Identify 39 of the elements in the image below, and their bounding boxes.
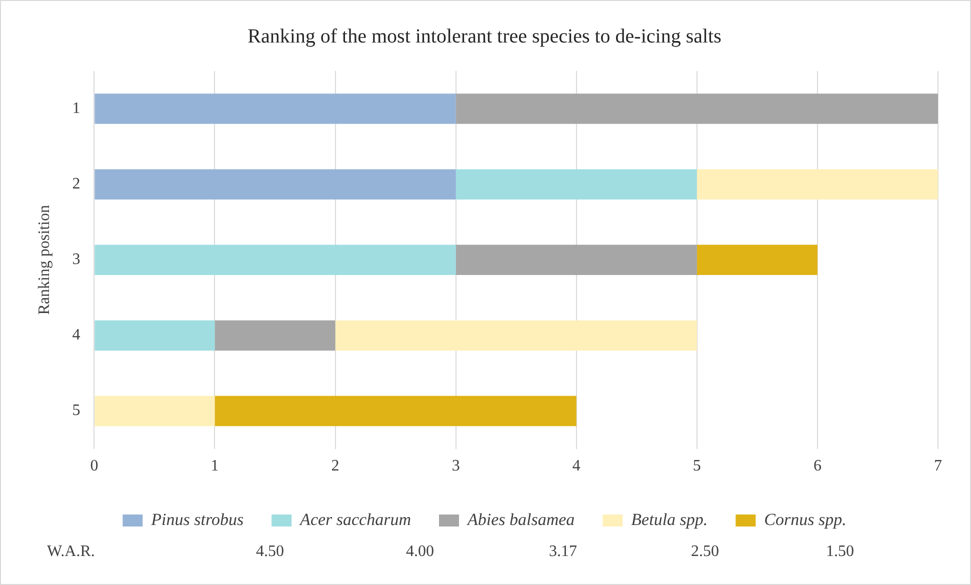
bar <box>94 244 456 276</box>
x-tick-label: 6 <box>813 458 822 475</box>
legend-label: Acer saccharum <box>299 510 412 529</box>
bar <box>456 244 697 276</box>
x-tick-label: 5 <box>692 458 701 475</box>
y-tick-label: 4 <box>72 326 80 344</box>
legend-label: Pinus strobus <box>150 510 244 529</box>
text: 1.50 <box>826 543 854 561</box>
text: 4.50 <box>256 543 284 561</box>
text: 4.00 <box>406 543 434 561</box>
x-tick-label: 0 <box>90 458 98 475</box>
y-tick-label: 1 <box>72 100 80 117</box>
y-tick-label: 3 <box>72 251 80 268</box>
x-tick-label: 4 <box>572 458 580 475</box>
bar <box>94 169 456 200</box>
text: 2.50 <box>691 543 719 561</box>
chart-title: Ranking of the most intolerant tree species to de-icing salts <box>248 25 722 48</box>
bar <box>94 396 215 426</box>
bar <box>456 94 938 124</box>
bar <box>94 320 215 351</box>
x-tick-label: 3 <box>452 458 460 475</box>
legend-label: Betula spp. <box>631 510 708 529</box>
bar <box>214 320 336 351</box>
bar <box>94 94 456 124</box>
legend-label: Cornus spp. <box>764 510 846 529</box>
text: W.A.R. <box>47 543 95 561</box>
x-tick-label: 2 <box>331 458 340 475</box>
legend-label: Abies balsamea <box>466 510 575 529</box>
x-tick-label: 7 <box>934 458 942 475</box>
y-axis-title: Ranking position <box>36 205 53 315</box>
bar <box>214 396 576 426</box>
bar <box>696 169 938 200</box>
bar <box>456 169 697 200</box>
bar <box>696 244 818 276</box>
y-tick-label: 2 <box>72 176 80 193</box>
text: 3.17 <box>549 543 577 561</box>
x-tick-label: 1 <box>210 458 219 475</box>
bar <box>335 320 697 351</box>
y-tick-label: 5 <box>72 402 80 420</box>
